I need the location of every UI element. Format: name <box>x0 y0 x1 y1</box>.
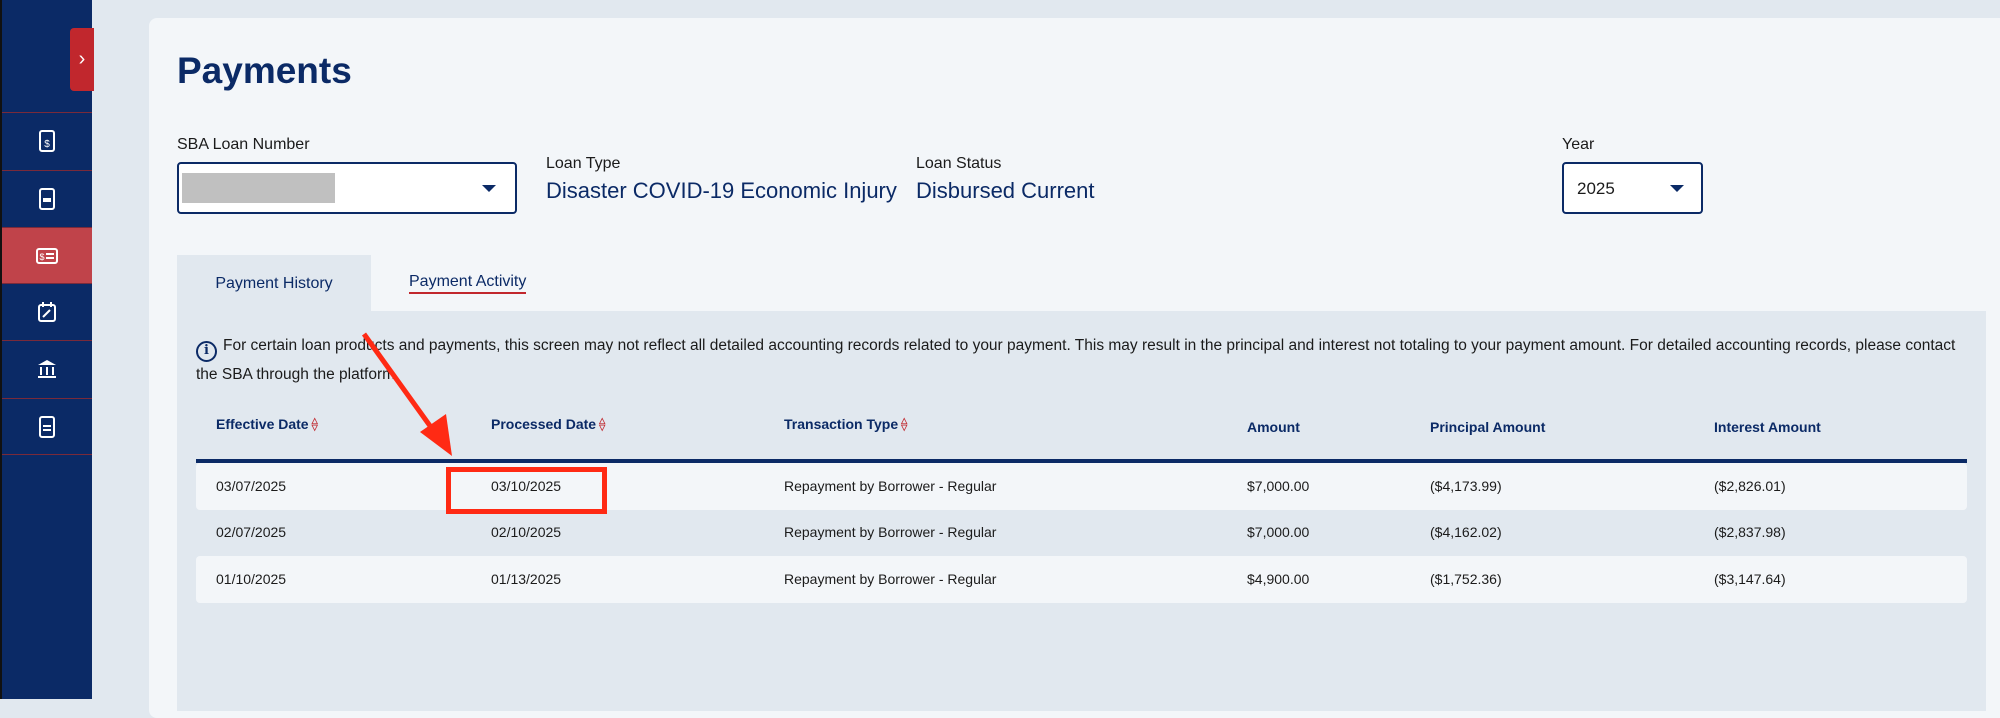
payment-card-icon: $ <box>36 248 58 264</box>
principal-amount: ($4,162.02) <box>1430 524 1502 540</box>
processed-date: 02/10/2025 <box>491 524 562 540</box>
loan-number-label: SBA Loan Number <box>177 136 310 153</box>
caret-down-icon <box>482 185 496 192</box>
sort-icon: △ ▽ <box>599 416 606 432</box>
transaction-type: Repayment by Borrower - Regular <box>784 478 997 494</box>
transaction-type: Repayment by Borrower - Regular <box>784 524 997 540</box>
bank-icon <box>38 360 56 378</box>
interest-amount: ($2,837.98) <box>1714 524 1786 540</box>
amount: $7,000.00 <box>1247 524 1310 540</box>
amount: $4,900.00 <box>1247 571 1310 587</box>
loan-type-label: Loan Type <box>546 155 621 172</box>
sort-icon: △ ▽ <box>311 416 318 432</box>
svg-text:$: $ <box>39 252 44 262</box>
svg-text:$: $ <box>44 139 50 150</box>
header-label: Transaction Type <box>784 416 899 432</box>
caret-down-icon <box>1670 185 1684 192</box>
header-principal-amount: Principal Amount <box>1430 419 1546 435</box>
header-label: Processed Date <box>491 416 597 432</box>
header-processed-date[interactable]: Processed Date △ ▽ <box>491 416 605 432</box>
loan-type-value: Disaster COVID-19 Economic Injury <box>546 178 897 203</box>
annotation-highlight-box <box>446 467 607 514</box>
year-select[interactable]: 2025 <box>1562 162 1703 214</box>
sidebar-item-documents[interactable] <box>2 170 92 227</box>
principal-amount: ($1,752.36) <box>1430 571 1502 587</box>
document-icon <box>39 188 55 210</box>
info-notice: i For certain loan products and payments,… <box>196 333 1966 388</box>
tab-payment-history[interactable]: Payment History <box>177 255 371 312</box>
header-interest-amount: Interest Amount <box>1714 419 1821 435</box>
processed-date: 03/10/2025 <box>491 478 562 494</box>
page-title: Payments <box>177 50 352 91</box>
header-effective-date[interactable]: Effective Date △ ▽ <box>216 416 318 432</box>
sidebar-item-bank[interactable] <box>2 340 92 397</box>
sidebar-item-loans[interactable]: $ <box>2 112 92 169</box>
effective-date: 03/07/2025 <box>216 478 287 494</box>
year-label: Year <box>1562 136 1595 153</box>
table-row: 02/07/2025 02/10/2025 Repayment by Borro… <box>196 509 1967 556</box>
interest-amount: ($2,826.01) <box>1714 478 1786 494</box>
expand-sidebar-button[interactable]: › <box>70 28 94 91</box>
sidebar-item-calendar[interactable] <box>2 283 92 340</box>
tab-payment-activity[interactable]: Payment Activity <box>409 273 527 294</box>
sidebar-item-reports[interactable] <box>2 398 92 455</box>
table-row: 01/10/2025 01/13/2025 Repayment by Borro… <box>196 556 1967 603</box>
notice-text: For certain loan products and payments, … <box>196 337 1956 383</box>
transaction-type: Repayment by Borrower - Regular <box>784 571 997 587</box>
header-amount: Amount <box>1247 419 1300 435</box>
redacted-value <box>182 173 335 203</box>
chevron-right-icon: › <box>78 48 86 70</box>
sort-icon: △ ▽ <box>901 416 908 432</box>
header-label: Effective Date <box>216 416 309 432</box>
effective-date: 01/10/2025 <box>216 571 287 587</box>
header-transaction-type[interactable]: Transaction Type △ ▽ <box>784 416 907 432</box>
principal-amount: ($4,173.99) <box>1430 478 1502 494</box>
table-header-rule <box>196 459 1967 463</box>
sidebar-item-payments[interactable]: $ <box>2 227 92 284</box>
loan-status-value: Disbursed Current <box>916 178 1095 203</box>
interest-amount: ($3,147.64) <box>1714 571 1786 587</box>
loan-status-label: Loan Status <box>916 155 1002 172</box>
calendar-edit-icon <box>38 302 56 322</box>
loan-number-select[interactable] <box>177 162 517 214</box>
info-icon: i <box>196 340 217 362</box>
year-value: 2025 <box>1577 179 1615 198</box>
effective-date: 02/07/2025 <box>216 524 287 540</box>
processed-date: 01/13/2025 <box>491 571 562 587</box>
invoice-dollar-icon: $ <box>39 130 55 152</box>
file-text-icon <box>39 415 55 438</box>
sidebar: › $ $ <box>0 0 94 699</box>
amount: $7,000.00 <box>1247 478 1310 494</box>
